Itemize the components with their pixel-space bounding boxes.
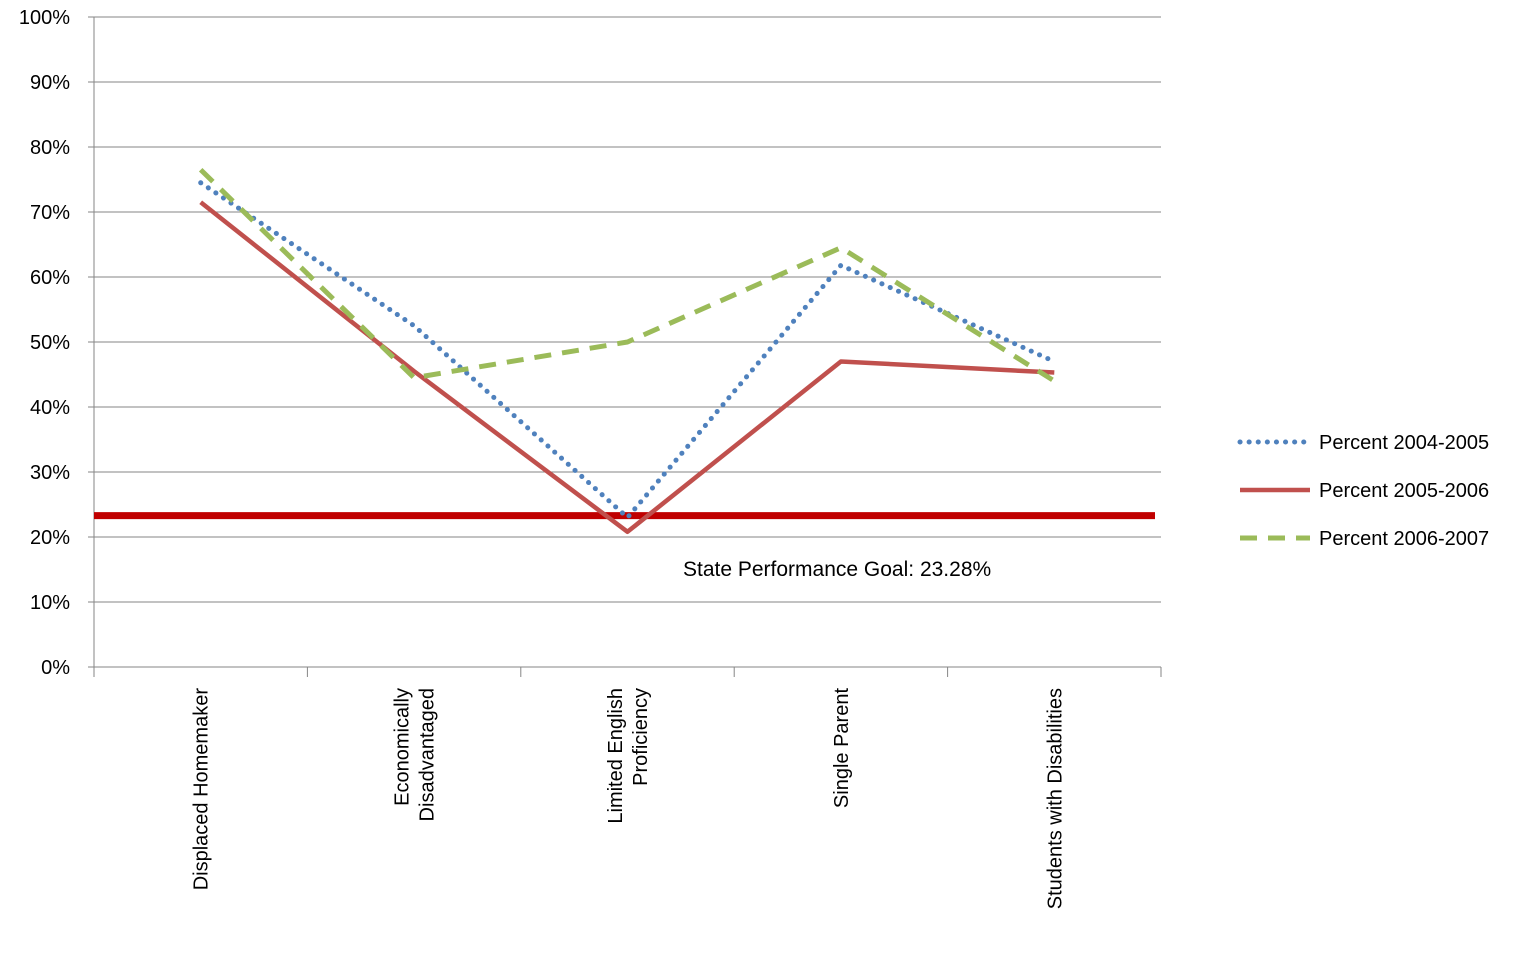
x-category-label-line: Students with Disabilities xyxy=(1044,688,1066,909)
x-category-label-line: Disadvantaged xyxy=(417,688,439,821)
legend-label: Percent 2005-2006 xyxy=(1319,480,1489,502)
axis-labels: 0% 10% 20% 30% 40% 50% 60% 70% 80% 90% 100% Displac… xyxy=(19,7,1066,909)
y-tick-label: 40% xyxy=(30,397,70,419)
y-tick-label: 80% xyxy=(30,137,70,159)
x-category-label: Single Parent xyxy=(831,688,853,809)
y-tick-label: 30% xyxy=(30,462,70,484)
y-tick-label: 10% xyxy=(30,592,70,614)
axes xyxy=(88,16,1162,677)
y-tick-label: 90% xyxy=(30,72,70,94)
series-lines xyxy=(198,167,1057,535)
legend: Percent 2004-2005 Percent 2005-2006 Percen… xyxy=(1237,432,1489,550)
reference-line-group: State Performance Goal: 23.28% xyxy=(94,512,1155,581)
x-category-label: Displaced Homemaker xyxy=(191,688,213,891)
series-line xyxy=(199,200,1055,535)
x-category-label-line: Displaced Homemaker xyxy=(191,688,213,891)
x-category-label: Students with Disabilities xyxy=(1044,688,1066,909)
x-category-label-line: Economically xyxy=(392,688,414,806)
x-category-label-line: Single Parent xyxy=(831,688,853,809)
x-category-label: Limited English Proficiency xyxy=(605,688,652,824)
y-tick-label: 70% xyxy=(30,202,70,224)
y-tick-label: 60% xyxy=(30,267,70,289)
reference-line-label: State Performance Goal: 23.28% xyxy=(683,558,991,581)
y-tick-label: 0% xyxy=(41,657,70,679)
series-line xyxy=(198,180,1057,520)
x-category-label-line: Limited English xyxy=(605,688,627,824)
y-tick-label: 50% xyxy=(30,332,70,354)
series-line xyxy=(198,167,1056,384)
x-category-label-line: Proficiency xyxy=(630,688,652,786)
y-tick-label: 20% xyxy=(30,527,70,549)
x-category-label: Economically Disadvantaged xyxy=(392,688,439,821)
legend-label: Percent 2006-2007 xyxy=(1319,528,1489,550)
y-tick-label: 100% xyxy=(19,7,70,29)
legend-label: Percent 2004-2005 xyxy=(1319,432,1489,454)
